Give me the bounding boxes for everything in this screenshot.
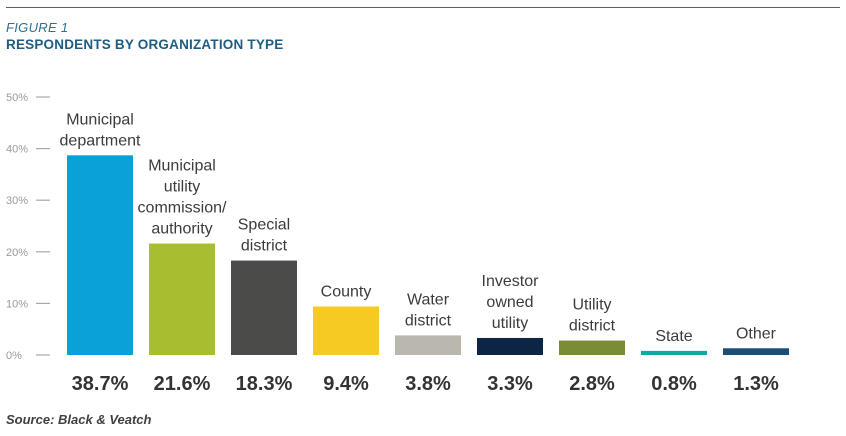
- category-label: Water district: [405, 291, 452, 329]
- chart-title: RESPONDENTS BY ORGANIZATION TYPE: [6, 37, 284, 52]
- value-label: 18.3%: [236, 373, 293, 395]
- bar: [477, 337, 543, 355]
- value-label: 2.8%: [569, 373, 615, 395]
- value-label: 3.3%: [487, 373, 533, 395]
- value-label: 0.8%: [651, 373, 697, 395]
- value-label: 1.3%: [733, 373, 779, 395]
- category-label: Investor owned utility: [482, 273, 540, 332]
- value-label: 3.8%: [405, 373, 451, 395]
- value-label: 38.7%: [72, 373, 129, 395]
- category-label: Municipal department: [60, 111, 141, 149]
- category-label: County: [321, 283, 372, 300]
- bar: [723, 348, 789, 355]
- y-tick-label: 10%: [6, 298, 28, 310]
- bar: [395, 335, 461, 355]
- bar: [149, 243, 215, 355]
- bar: [559, 340, 625, 355]
- y-tick-label: 50%: [6, 92, 28, 104]
- y-tick-label: 20%: [6, 247, 28, 259]
- bar: [641, 350, 707, 355]
- figure-label: FIGURE 1: [6, 20, 69, 35]
- source-note: Source: Black & Veatch: [6, 412, 152, 427]
- y-tick-label: 40%: [6, 144, 28, 156]
- category-label: Special district: [238, 217, 290, 255]
- category-label: Utility district: [569, 297, 616, 335]
- y-tick-label: 0%: [6, 350, 22, 362]
- category-label: State: [655, 328, 692, 345]
- category-label: Municipal utility commission/authority: [138, 158, 227, 238]
- top-rule: [6, 7, 840, 8]
- y-tick-label: 30%: [6, 195, 28, 207]
- bar: [67, 155, 133, 355]
- bar: [231, 260, 297, 355]
- category-label: Other: [736, 325, 777, 342]
- bar: [313, 306, 379, 355]
- value-label: 21.6%: [154, 373, 211, 395]
- value-label: 9.4%: [323, 373, 369, 395]
